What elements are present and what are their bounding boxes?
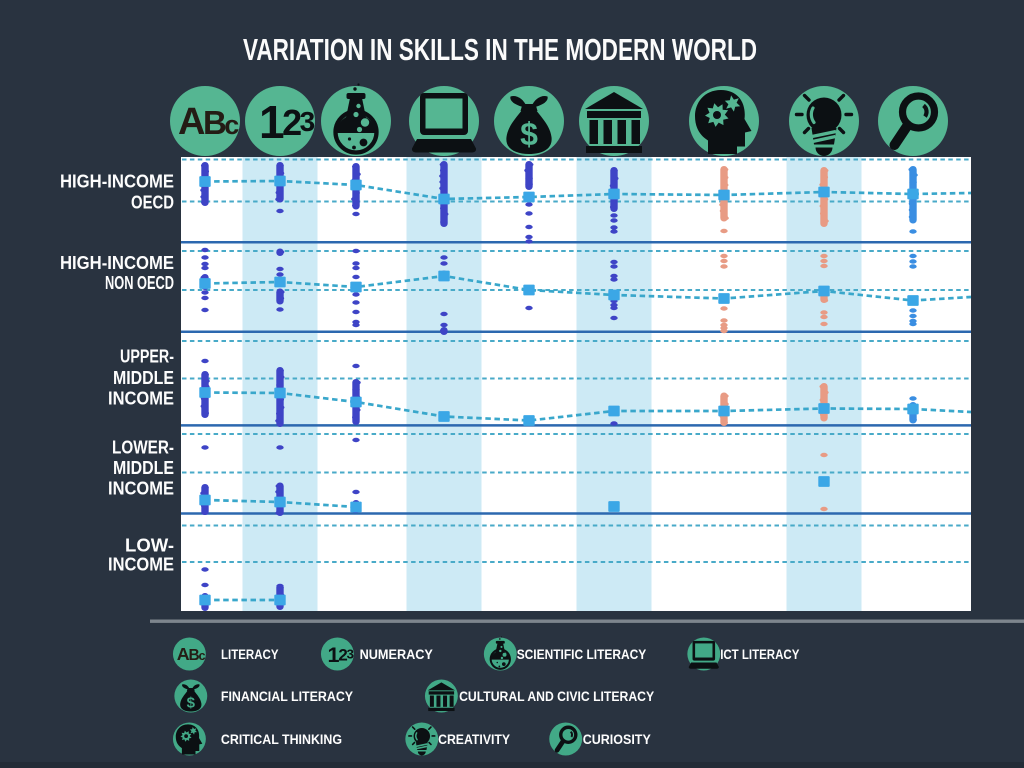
- svg-text:HIGH-INCOME: HIGH-INCOME: [60, 253, 174, 273]
- svg-text:LOW-: LOW-: [125, 536, 174, 556]
- svg-text:INCOME: INCOME: [108, 479, 174, 499]
- svg-text:OECD: OECD: [131, 193, 174, 213]
- svg-text:CULTURAL AND CIVIC LITERACY: CULTURAL AND CIVIC LITERACY: [459, 689, 654, 705]
- svg-text:CREATIVITY: CREATIVITY: [438, 732, 510, 748]
- svg-text:LOWER-: LOWER-: [112, 438, 174, 458]
- svg-text:ICT LITERACY: ICT LITERACY: [720, 647, 800, 663]
- svg-text:VARIATION IN SKILLS IN THE MOD: VARIATION IN SKILLS IN THE MODERN WORLD: [243, 33, 757, 67]
- svg-text:FINANCIAL LITERACY: FINANCIAL LITERACY: [221, 689, 354, 705]
- svg-text:NUMERACY: NUMERACY: [360, 647, 434, 663]
- svg-text:NON OECD: NON OECD: [105, 273, 174, 293]
- svg-text:CRITICAL THINKING: CRITICAL THINKING: [221, 732, 342, 748]
- svg-text:HIGH-INCOME: HIGH-INCOME: [60, 172, 174, 192]
- svg-text:CURIOSITY: CURIOSITY: [583, 732, 652, 748]
- svg-text:INCOME: INCOME: [108, 555, 174, 575]
- svg-text:SCIENTIFIC LITERACY: SCIENTIFIC LITERACY: [517, 647, 647, 663]
- svg-text:MIDDLE: MIDDLE: [113, 368, 174, 388]
- svg-text:INCOME: INCOME: [108, 389, 174, 409]
- svg-text:LITERACY: LITERACY: [221, 647, 279, 663]
- svg-text:MIDDLE: MIDDLE: [113, 458, 174, 478]
- svg-text:UPPER-: UPPER-: [120, 347, 174, 367]
